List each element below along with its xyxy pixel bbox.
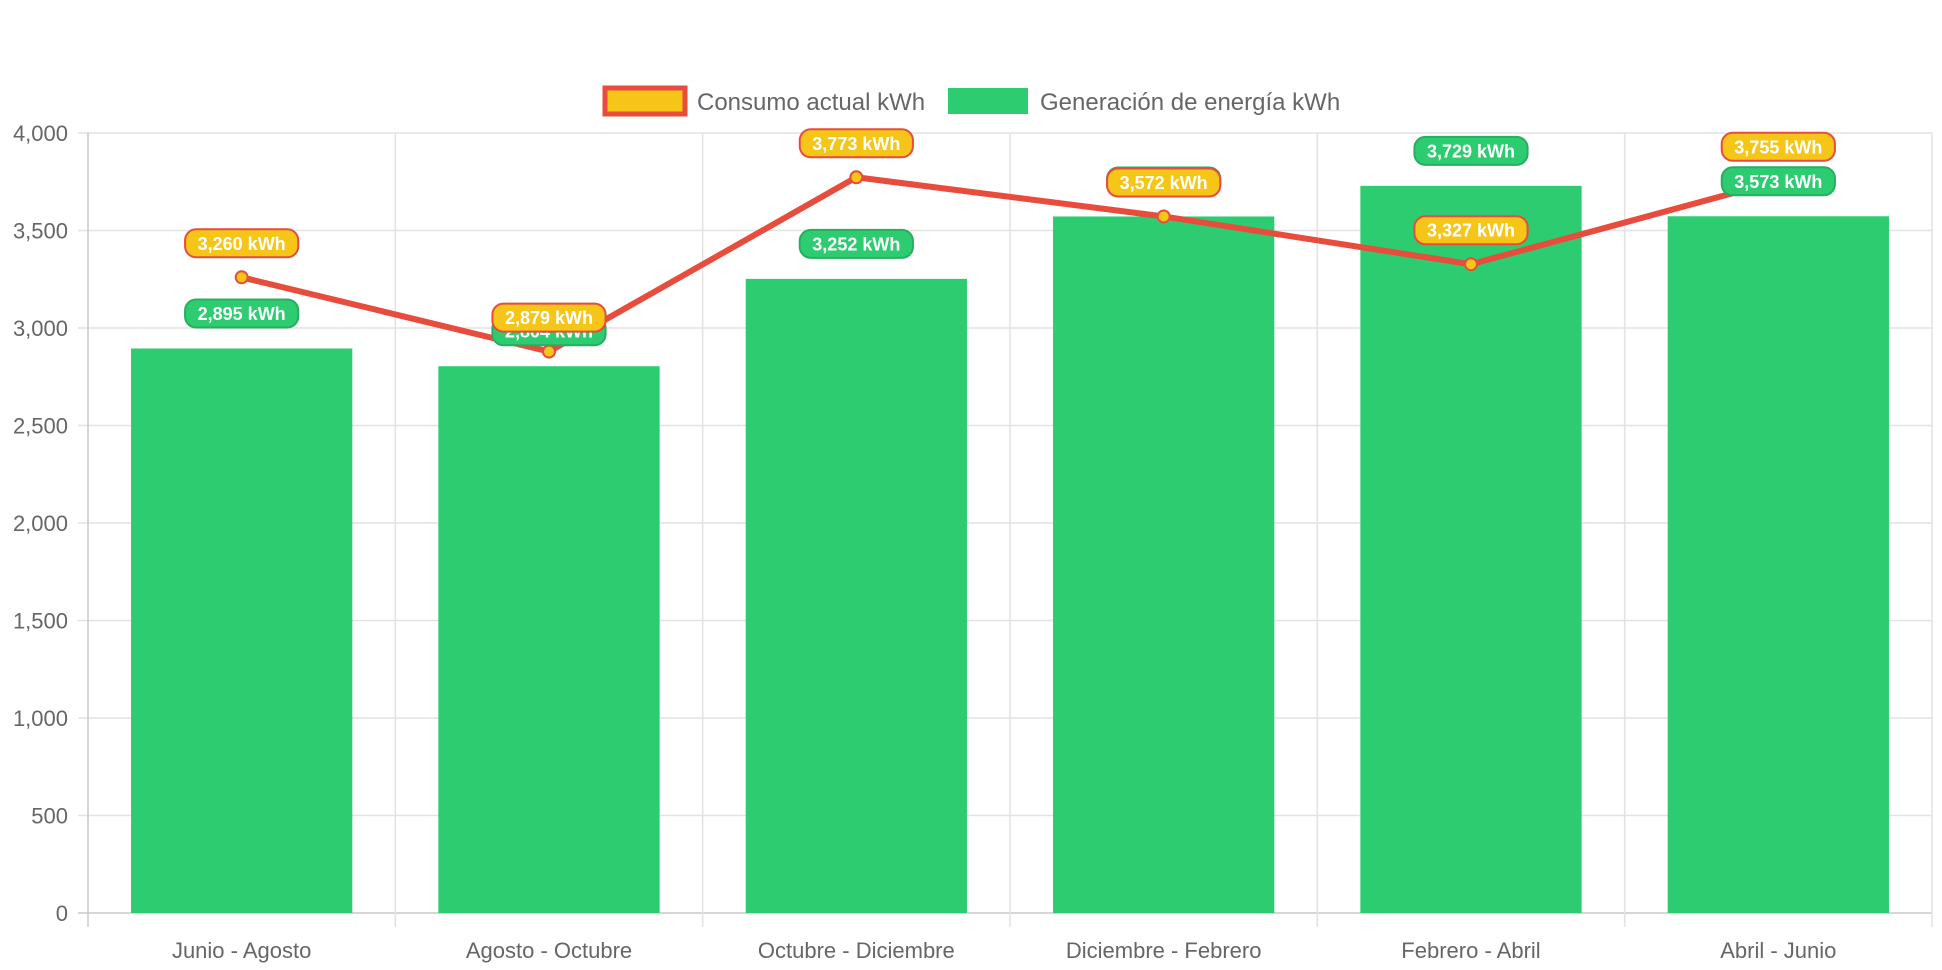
x-tick-label: Abril - Junio [1720, 938, 1836, 963]
x-tick-label: Febrero - Abril [1401, 938, 1540, 963]
bar-data-label-bg [1413, 135, 1529, 166]
y-tick-label: 2,500 [13, 414, 68, 439]
y-tick-label: 4,000 [13, 121, 68, 146]
line-data-label-bg [1106, 167, 1222, 198]
line-data-label: 3,260 kWh [184, 228, 300, 259]
line-data-label-text: 3,260 kWh [198, 234, 286, 254]
bar[interactable] [131, 348, 353, 914]
bar[interactable] [438, 366, 660, 914]
line-data-label-text: 3,755 kWh [1734, 137, 1822, 157]
bar-data-label: 3,729 kWh [1413, 135, 1529, 166]
y-tick-label: 3,000 [13, 316, 68, 341]
grid-lines [78, 132, 1933, 927]
bar-data-label-text: 3,252 kWh [812, 234, 900, 254]
line-point[interactable] [234, 270, 249, 285]
x-tick-label: Octubre - Diciembre [758, 938, 955, 963]
legend-label-generacion: Generación de energía kWh [1040, 89, 1340, 116]
line-data-label-bg [798, 128, 914, 159]
bar[interactable] [1053, 216, 1275, 913]
x-tick-label: Junio - Agosto [172, 938, 311, 963]
line-data-label-text: 2,879 kWh [505, 308, 593, 328]
x-axis: Junio - Agosto Agosto - Octubre Octubre - … [172, 938, 1836, 963]
y-tick-label: 0 [56, 901, 68, 926]
y-tick-label: 2,000 [13, 511, 68, 536]
y-tick-label: 3,500 [13, 219, 68, 244]
bar-data-label-bg [1720, 166, 1836, 197]
legend-label-consumo: Consumo actual kWh [697, 89, 925, 116]
line-data-label-text: 3,327 kWh [1427, 221, 1515, 241]
legend-swatch-consumo [602, 85, 688, 117]
y-tick-label: 1,000 [13, 706, 68, 731]
bar-data-label-bg [798, 228, 914, 259]
bar[interactable] [1667, 216, 1889, 913]
bar-data-label-text: 3,573 kWh [1734, 172, 1822, 192]
y-tick-label: 1,500 [13, 609, 68, 634]
y-axis: 0 500 1,000 1,500 2,000 2,500 3,000 3,500 4,000 [13, 121, 68, 926]
bar-data-label: 3,252 kWh [798, 228, 914, 259]
bar-data-label: 3,573 kWh [1720, 166, 1836, 197]
bar-data-label: 2,895 kWh [184, 298, 300, 329]
line-data-label-text: 3,773 kWh [812, 134, 900, 154]
line-data-label-bg [184, 228, 300, 259]
bar-series [131, 185, 1889, 914]
y-tick-label: 500 [31, 804, 68, 829]
line-data-label: 3,327 kWh [1413, 215, 1529, 246]
line-point[interactable] [542, 344, 556, 359]
line-point[interactable] [849, 170, 864, 185]
line-data-label: 3,773 kWh [798, 128, 914, 159]
line-data-label: 3,572 kWh [1106, 167, 1222, 198]
legend-item-consumo[interactable]: Consumo actual kWh [602, 85, 925, 117]
line-point[interactable] [1156, 209, 1171, 224]
bar[interactable] [745, 278, 967, 913]
line-data-label-bg [491, 302, 607, 333]
line-point[interactable] [1464, 257, 1478, 272]
legend: Consumo actual kWh Generación de energía… [602, 85, 1340, 117]
bar[interactable] [1360, 185, 1582, 914]
x-tick-label: Diciembre - Febrero [1066, 938, 1262, 963]
bar-data-label-text: 2,895 kWh [198, 304, 286, 324]
bar-data-label-bg [184, 298, 300, 329]
line-data-label-text: 3,572 kWh [1120, 173, 1208, 193]
line-data-label-bg [1413, 215, 1529, 246]
legend-swatch-generacion [948, 88, 1028, 114]
line-data-label: 2,879 kWh [491, 302, 607, 333]
line-data-labels: 3,260 kWh 2,879 kWh 3,773 kWh 3,572 kWh 3,32… [184, 128, 1836, 333]
line-data-label: 3,755 kWh [1720, 131, 1836, 162]
x-tick-label: Agosto - Octubre [466, 938, 632, 963]
line-data-label-bg [1720, 131, 1836, 162]
bar-data-label-text: 3,729 kWh [1427, 141, 1515, 161]
legend-item-generacion[interactable]: Generación de energía kWh [948, 88, 1340, 116]
